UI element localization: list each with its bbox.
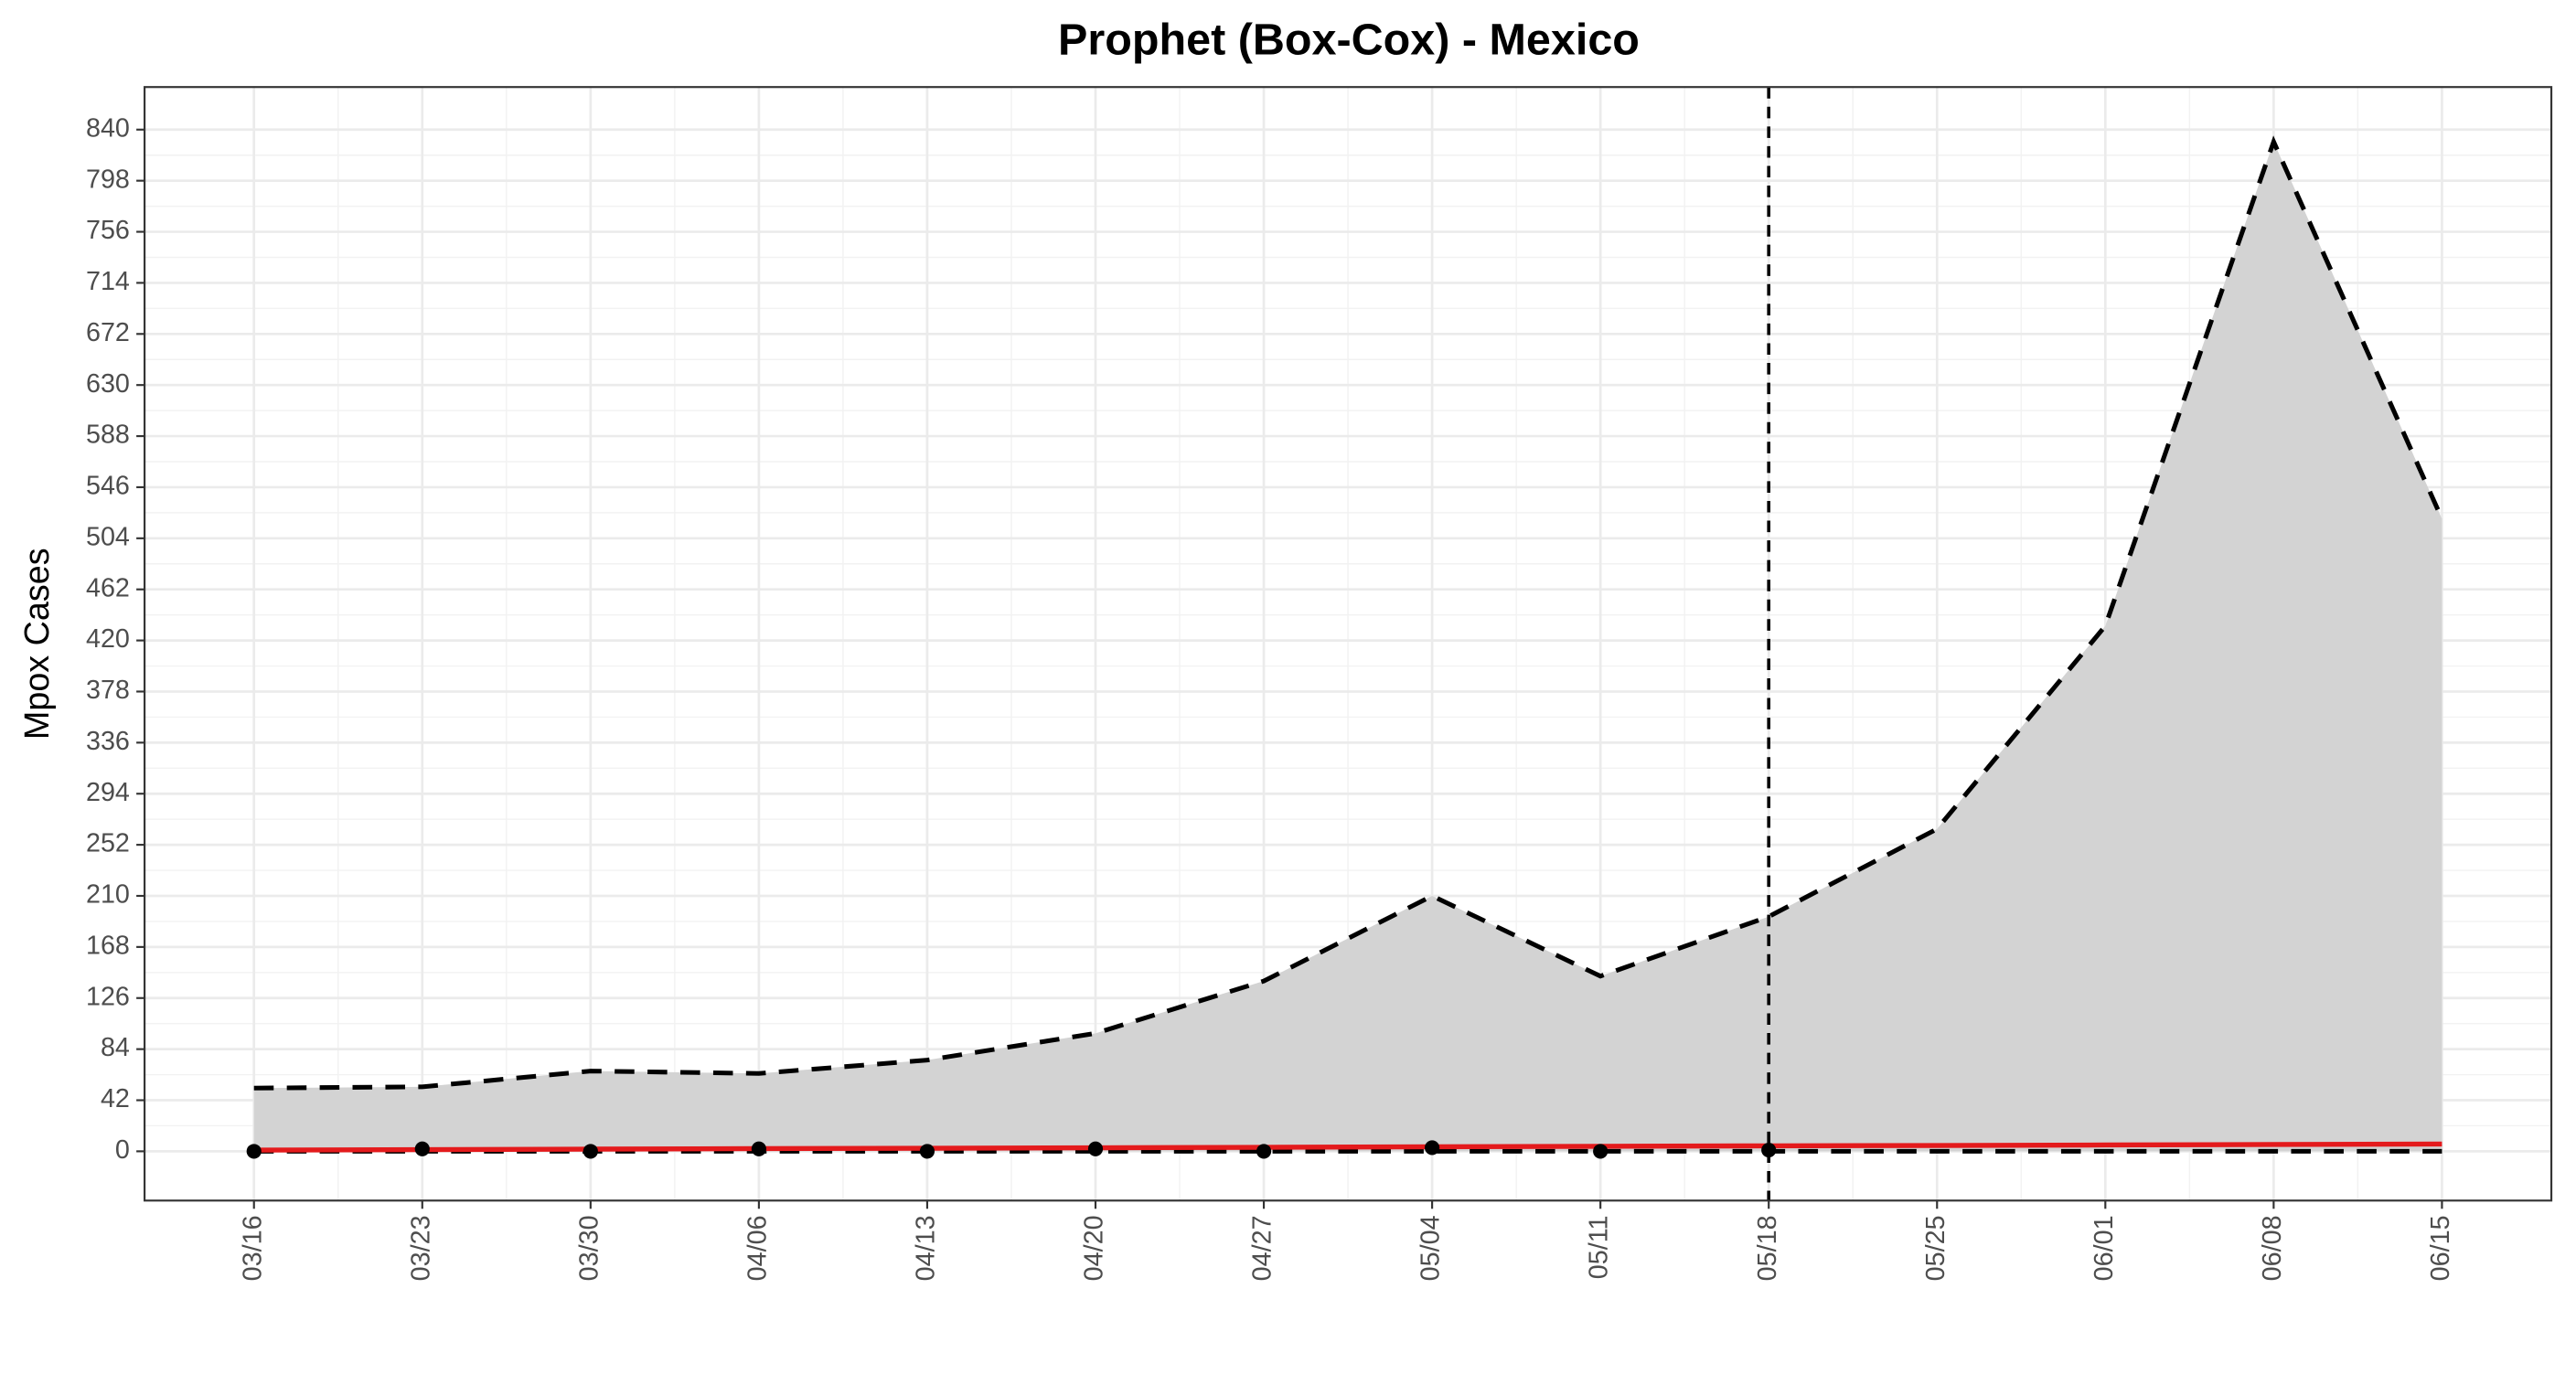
x-tick-label: 03/16 [238, 1215, 267, 1281]
y-tick-label: 252 [86, 829, 130, 858]
x-tick-label: 05/18 [1753, 1215, 1782, 1281]
y-tick-label: 378 [86, 676, 130, 705]
forecast-line [253, 1141, 2442, 1153]
data-point [1593, 1144, 1609, 1159]
data-point [583, 1144, 598, 1159]
data-point [246, 1144, 262, 1159]
chart-title: Prophet (Box-Cox) - Mexico [1058, 16, 1640, 65]
y-tick-label: 420 [86, 624, 130, 654]
y-tick-label: 504 [86, 522, 130, 551]
data-point [1761, 1142, 1777, 1158]
x-tick-label: 03/30 [574, 1215, 604, 1281]
x-tick-label: 04/13 [912, 1215, 941, 1281]
data-point [919, 1144, 935, 1159]
confidence-band [253, 142, 2442, 1152]
x-tick-label: 06/01 [2090, 1215, 2119, 1281]
y-tick-label: 126 [86, 982, 130, 1011]
x-tick-label: 05/04 [1416, 1215, 1446, 1281]
data-point [751, 1141, 766, 1156]
y-tick-label: 462 [86, 573, 130, 602]
x-tick-label: 06/08 [2258, 1215, 2287, 1281]
x-tick-label: 05/25 [1921, 1215, 1951, 1281]
x-tick-label: 04/20 [1080, 1215, 1109, 1281]
y-tick-label: 840 [86, 113, 130, 143]
y-tick-label: 336 [86, 727, 130, 756]
x-tick-label: 04/06 [743, 1215, 772, 1281]
y-tick-label: 672 [86, 318, 130, 347]
x-tick-label: 05/11 [1585, 1215, 1614, 1279]
y-tick-label: 0 [115, 1135, 130, 1165]
y-tick-label: 84 [101, 1033, 130, 1062]
data-point [1425, 1140, 1440, 1156]
y-tick-label: 42 [101, 1084, 130, 1113]
x-tick-label: 06/15 [2426, 1215, 2455, 1281]
y-tick-label: 588 [86, 421, 130, 450]
y-tick-label: 714 [86, 267, 130, 296]
data-point [414, 1141, 430, 1156]
plot-border [144, 86, 2553, 1202]
y-tick-label: 168 [86, 931, 130, 960]
y-axis-label: Mpox Cases [17, 548, 56, 740]
y-tick-label: 546 [86, 472, 130, 501]
y-tick-label: 630 [86, 369, 130, 399]
y-tick-label: 756 [86, 216, 130, 245]
y-tick-label: 798 [86, 165, 130, 194]
data-point [1087, 1141, 1104, 1156]
data-point [1256, 1144, 1272, 1159]
x-tick-label: 04/27 [1248, 1215, 1277, 1281]
upper-line [253, 135, 2444, 1091]
y-tick-label: 294 [86, 778, 130, 807]
x-tick-label: 03/23 [406, 1215, 435, 1281]
y-tick-label: 210 [86, 880, 130, 910]
